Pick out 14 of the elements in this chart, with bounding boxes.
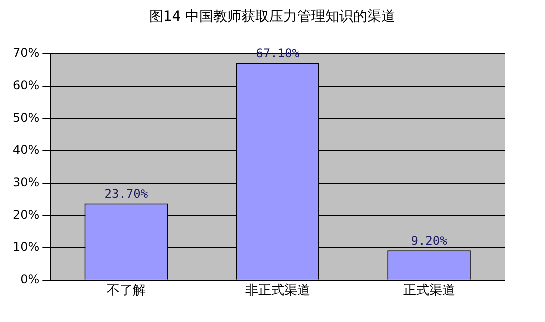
y-tick-label: 30% [13,175,40,190]
y-tick-label: 0% [20,272,40,287]
y-tick-label: 70% [13,46,40,60]
y-tick-label: 40% [13,143,40,158]
x-tick-label: 正式渠道 [403,284,456,299]
y-tick-label: 60% [13,78,40,92]
x-tick-label: 非正式渠道 [245,284,310,299]
data-label: 9.20% [411,234,448,248]
chart-title: 图14 中国教师获取压力管理知识的渠道 [148,8,397,26]
data-label: 23.70% [104,186,149,201]
y-tick-label: 20% [13,208,40,222]
y-tick-label: 10% [13,240,40,254]
x-tick-label: 不了解 [106,284,146,299]
y-tick-label: 50% [13,110,40,125]
